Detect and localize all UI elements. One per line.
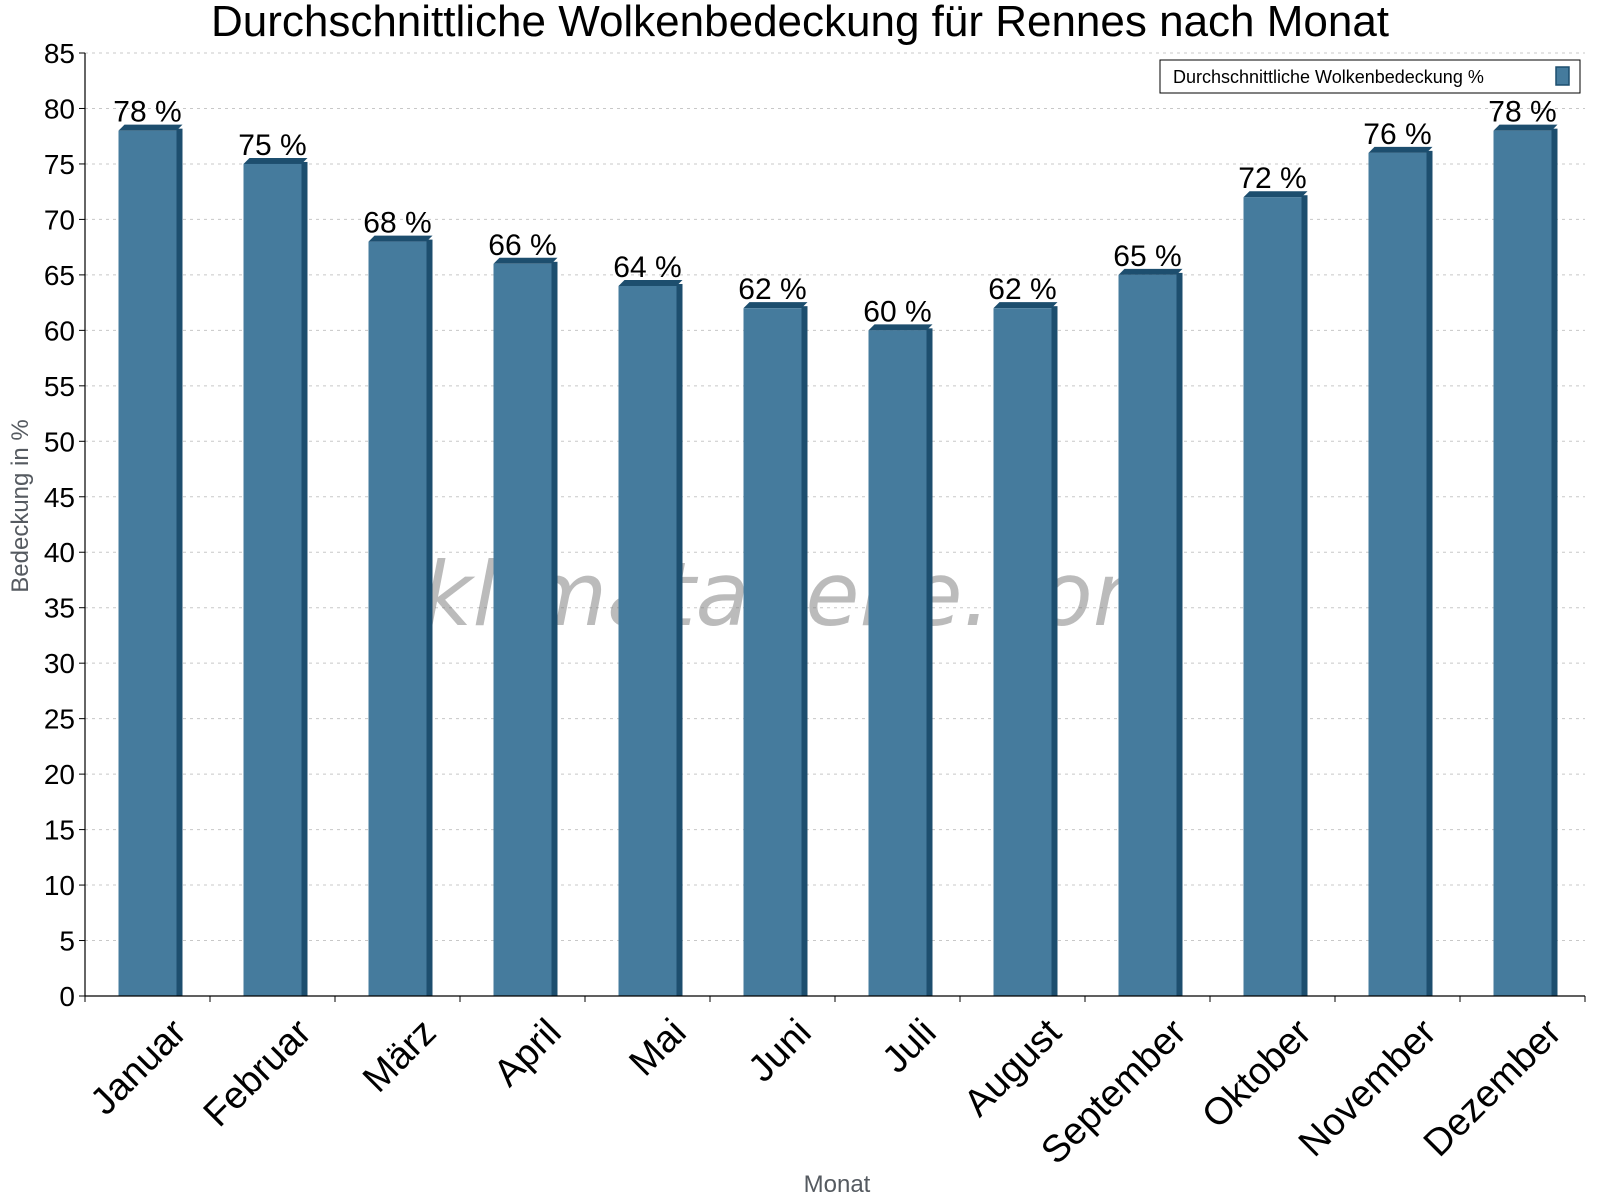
- y-tick-label: 0: [59, 981, 75, 1012]
- bar-value-label: 65 %: [1113, 240, 1181, 273]
- bar-side: [176, 128, 183, 997]
- bar-value-label: 60 %: [863, 295, 931, 328]
- x-tick-label: Juli: [875, 1011, 945, 1081]
- y-tick-label: 55: [44, 371, 75, 402]
- bar-value-label: 78 %: [113, 96, 181, 129]
- y-tick-label: 75: [44, 149, 75, 180]
- y-tick-label: 15: [44, 815, 75, 846]
- bar-top: [1368, 146, 1433, 153]
- y-tick-label: 65: [44, 260, 75, 291]
- bar: [993, 308, 1052, 997]
- bar-side: [801, 306, 808, 997]
- y-tick-label: 5: [59, 926, 75, 957]
- bar-side: [1051, 306, 1058, 997]
- legend-label: Durchschnittliche Wolkenbedeckung %: [1173, 67, 1484, 87]
- bar-value-label: 68 %: [363, 207, 431, 240]
- bar-side: [1551, 128, 1558, 997]
- y-tick-label: 10: [44, 870, 75, 901]
- legend-box: [1159, 59, 1581, 94]
- bar-top: [493, 257, 558, 264]
- bar-top: [743, 302, 808, 309]
- x-tick-label: Mai: [622, 1011, 695, 1084]
- bar: [868, 330, 927, 997]
- bar-side: [551, 261, 558, 997]
- y-tick-label: 40: [44, 537, 75, 568]
- y-tick-label: 45: [44, 482, 75, 513]
- bar-value-label: 78 %: [1488, 96, 1556, 129]
- bar-top: [368, 235, 433, 242]
- bar-value-label: 64 %: [613, 251, 681, 284]
- bar-top: [1243, 191, 1308, 198]
- bar: [368, 241, 427, 997]
- bar: [1118, 274, 1177, 997]
- bar-top: [993, 302, 1058, 309]
- bar-side: [926, 328, 933, 997]
- y-tick-label: 20: [44, 759, 75, 790]
- y-tick-label: 30: [44, 648, 75, 679]
- y-tick-label: 80: [44, 93, 75, 124]
- bar-value-label: 72 %: [1238, 162, 1306, 195]
- y-tick-label: 50: [44, 426, 75, 457]
- bar-top: [118, 124, 183, 131]
- y-tick-label: 70: [44, 204, 75, 235]
- bar-top: [243, 157, 308, 164]
- bar-value-label: 76 %: [1363, 118, 1431, 151]
- bar-top: [618, 279, 683, 286]
- x-tick-label: August: [956, 1011, 1070, 1125]
- grid-layer: [85, 52, 1585, 942]
- bar: [743, 308, 802, 997]
- bar-side: [1426, 150, 1433, 997]
- x-tick-label: Dezember: [1416, 1011, 1570, 1165]
- bars-layer: 78 % 75 % 68 % 66 % 64 % 62 % 60 % 62 % 65 % 72 %…: [113, 96, 1558, 997]
- bar: [493, 263, 552, 997]
- y-tick-label: 60: [44, 315, 75, 346]
- bar-top: [1118, 268, 1183, 275]
- bar-side: [301, 161, 308, 997]
- bar: [1368, 152, 1427, 997]
- x-tick-label: Februar: [196, 1011, 320, 1135]
- chart-title: Durchschnittliche Wolkenbedeckung für Re…: [211, 0, 1389, 46]
- bar-side: [426, 239, 433, 997]
- bar: [618, 285, 677, 997]
- x-tick-label: März: [355, 1011, 444, 1100]
- bar-top: [1493, 124, 1558, 131]
- bar: [1493, 130, 1552, 997]
- bar-side: [676, 283, 683, 997]
- bar: [118, 130, 177, 997]
- legend-swatch: [1555, 66, 1570, 86]
- bar-value-label: 62 %: [988, 273, 1056, 306]
- x-tick-label: Januar: [83, 1011, 195, 1123]
- y-tick-label: 25: [44, 704, 75, 735]
- x-tick-label: April: [486, 1011, 569, 1094]
- bar: [1243, 197, 1302, 997]
- bar-value-label: 75 %: [238, 129, 306, 162]
- x-tick-label: Juni: [741, 1011, 820, 1090]
- x-tick-label: Oktober: [1194, 1011, 1320, 1137]
- bar-top: [868, 324, 933, 331]
- y-tick-label: 85: [44, 38, 75, 69]
- y-axis-title: Bedeckung in %: [7, 419, 34, 592]
- bar-value-label: 62 %: [738, 273, 806, 306]
- x-axis-title: Monat: [804, 1171, 871, 1198]
- bar-side: [1301, 195, 1308, 997]
- legend: Durchschnittliche Wolkenbedeckung %: [1159, 59, 1581, 94]
- y-tick-label: 35: [44, 593, 75, 624]
- bar: [243, 163, 302, 997]
- bar-value-label: 66 %: [488, 229, 556, 262]
- bar-side: [1176, 272, 1183, 997]
